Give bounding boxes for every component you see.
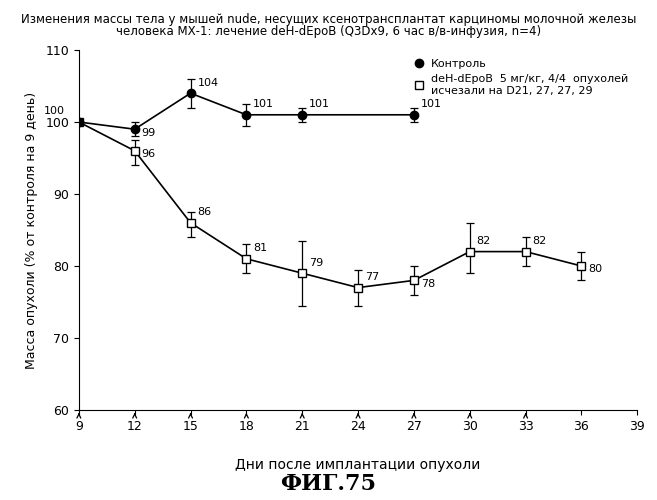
Text: 86: 86: [198, 207, 212, 217]
Text: человека МХ-1: лечение deH-dEpoB (Q3Dx9, 6 час в/в-инфузия, n=4): человека МХ-1: лечение deH-dEpoB (Q3Dx9,…: [116, 25, 541, 38]
Legend: Контроль, deH-dEpoB  5 мг/кг, 4/4  опухолей
исчезали на D21, 27, 27, 29: Контроль, deH-dEpoB 5 мг/кг, 4/4 опухоле…: [410, 56, 632, 100]
Text: 81: 81: [254, 243, 267, 253]
Text: 104: 104: [198, 78, 219, 88]
Text: 96: 96: [142, 149, 156, 159]
Text: 80: 80: [589, 264, 602, 274]
Y-axis label: Масса опухоли (% от контроля на 9 день): Масса опухоли (% от контроля на 9 день): [26, 92, 38, 368]
Text: 101: 101: [254, 99, 275, 109]
Text: ФИГ.75: ФИГ.75: [281, 473, 376, 495]
Text: 78: 78: [421, 278, 435, 288]
Text: 100: 100: [44, 106, 65, 117]
X-axis label: Дни после имплантации опухоли: Дни после имплантации опухоли: [235, 458, 481, 471]
Text: 82: 82: [533, 236, 547, 246]
Text: 82: 82: [477, 236, 491, 246]
Text: 77: 77: [365, 272, 379, 282]
Text: 101: 101: [309, 99, 330, 109]
Text: 101: 101: [421, 99, 442, 109]
Text: Изменения массы тела у мышей nude, несущих ксенотрансплантат карциномы молочной : Изменения массы тела у мышей nude, несущ…: [21, 12, 636, 26]
Text: 79: 79: [309, 258, 323, 268]
Text: 99: 99: [142, 128, 156, 138]
